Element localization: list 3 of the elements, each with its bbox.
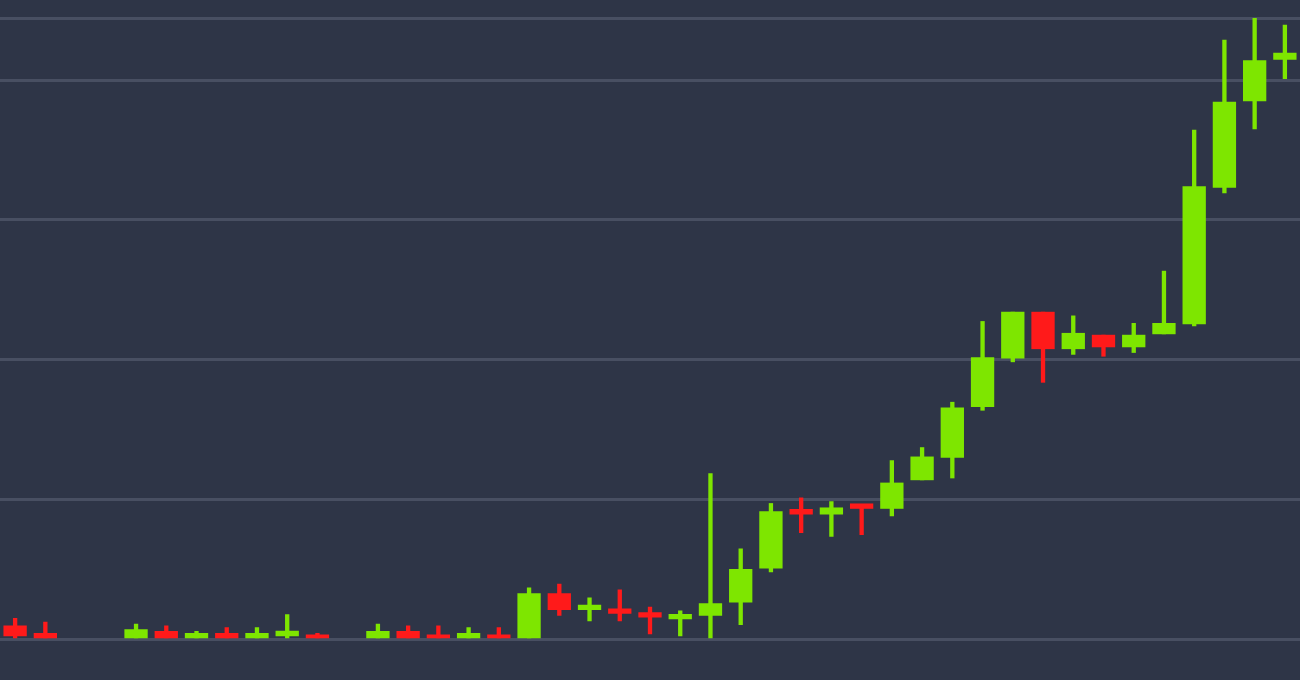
candlestick bbox=[819, 501, 844, 537]
candlestick bbox=[698, 473, 723, 639]
candlestick bbox=[849, 503, 874, 535]
